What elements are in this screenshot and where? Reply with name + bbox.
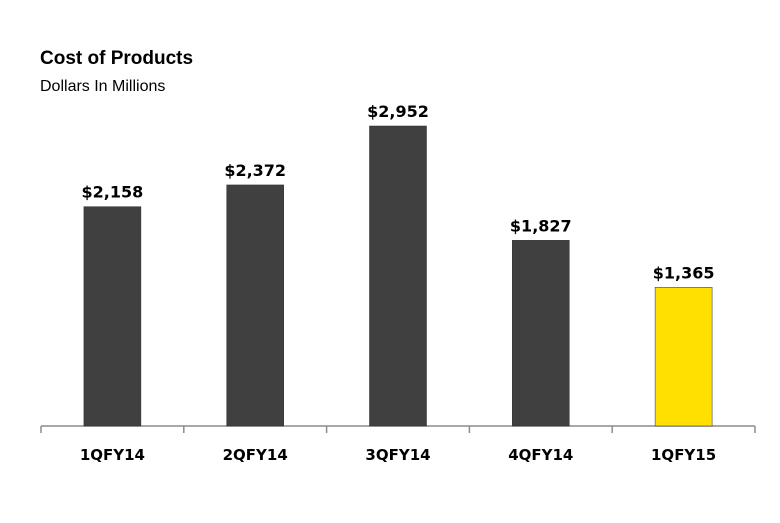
bar-4qfy14 <box>512 240 570 427</box>
data-label: $1,365 <box>653 263 715 282</box>
data-label: $2,372 <box>224 161 286 180</box>
data-label: $1,827 <box>510 216 572 235</box>
bar-1qfy15 <box>654 287 713 427</box>
bar-2qfy14 <box>226 184 284 427</box>
x-tick-label: 2QFY14 <box>223 446 288 464</box>
data-label: $2,952 <box>367 102 429 121</box>
chart-title: Cost of Products <box>40 48 194 69</box>
chart-subtitle: Dollars In Millions <box>40 78 166 95</box>
x-tick-label: 4QFY14 <box>508 446 573 464</box>
bar-3qfy14 <box>369 125 427 427</box>
data-label: $2,158 <box>82 183 144 202</box>
x-tick-label: 3QFY14 <box>365 446 430 464</box>
bar-1qfy14 <box>83 206 142 427</box>
x-tick-label: 1QFY15 <box>651 446 716 464</box>
x-tick-label: 1QFY14 <box>80 446 145 464</box>
